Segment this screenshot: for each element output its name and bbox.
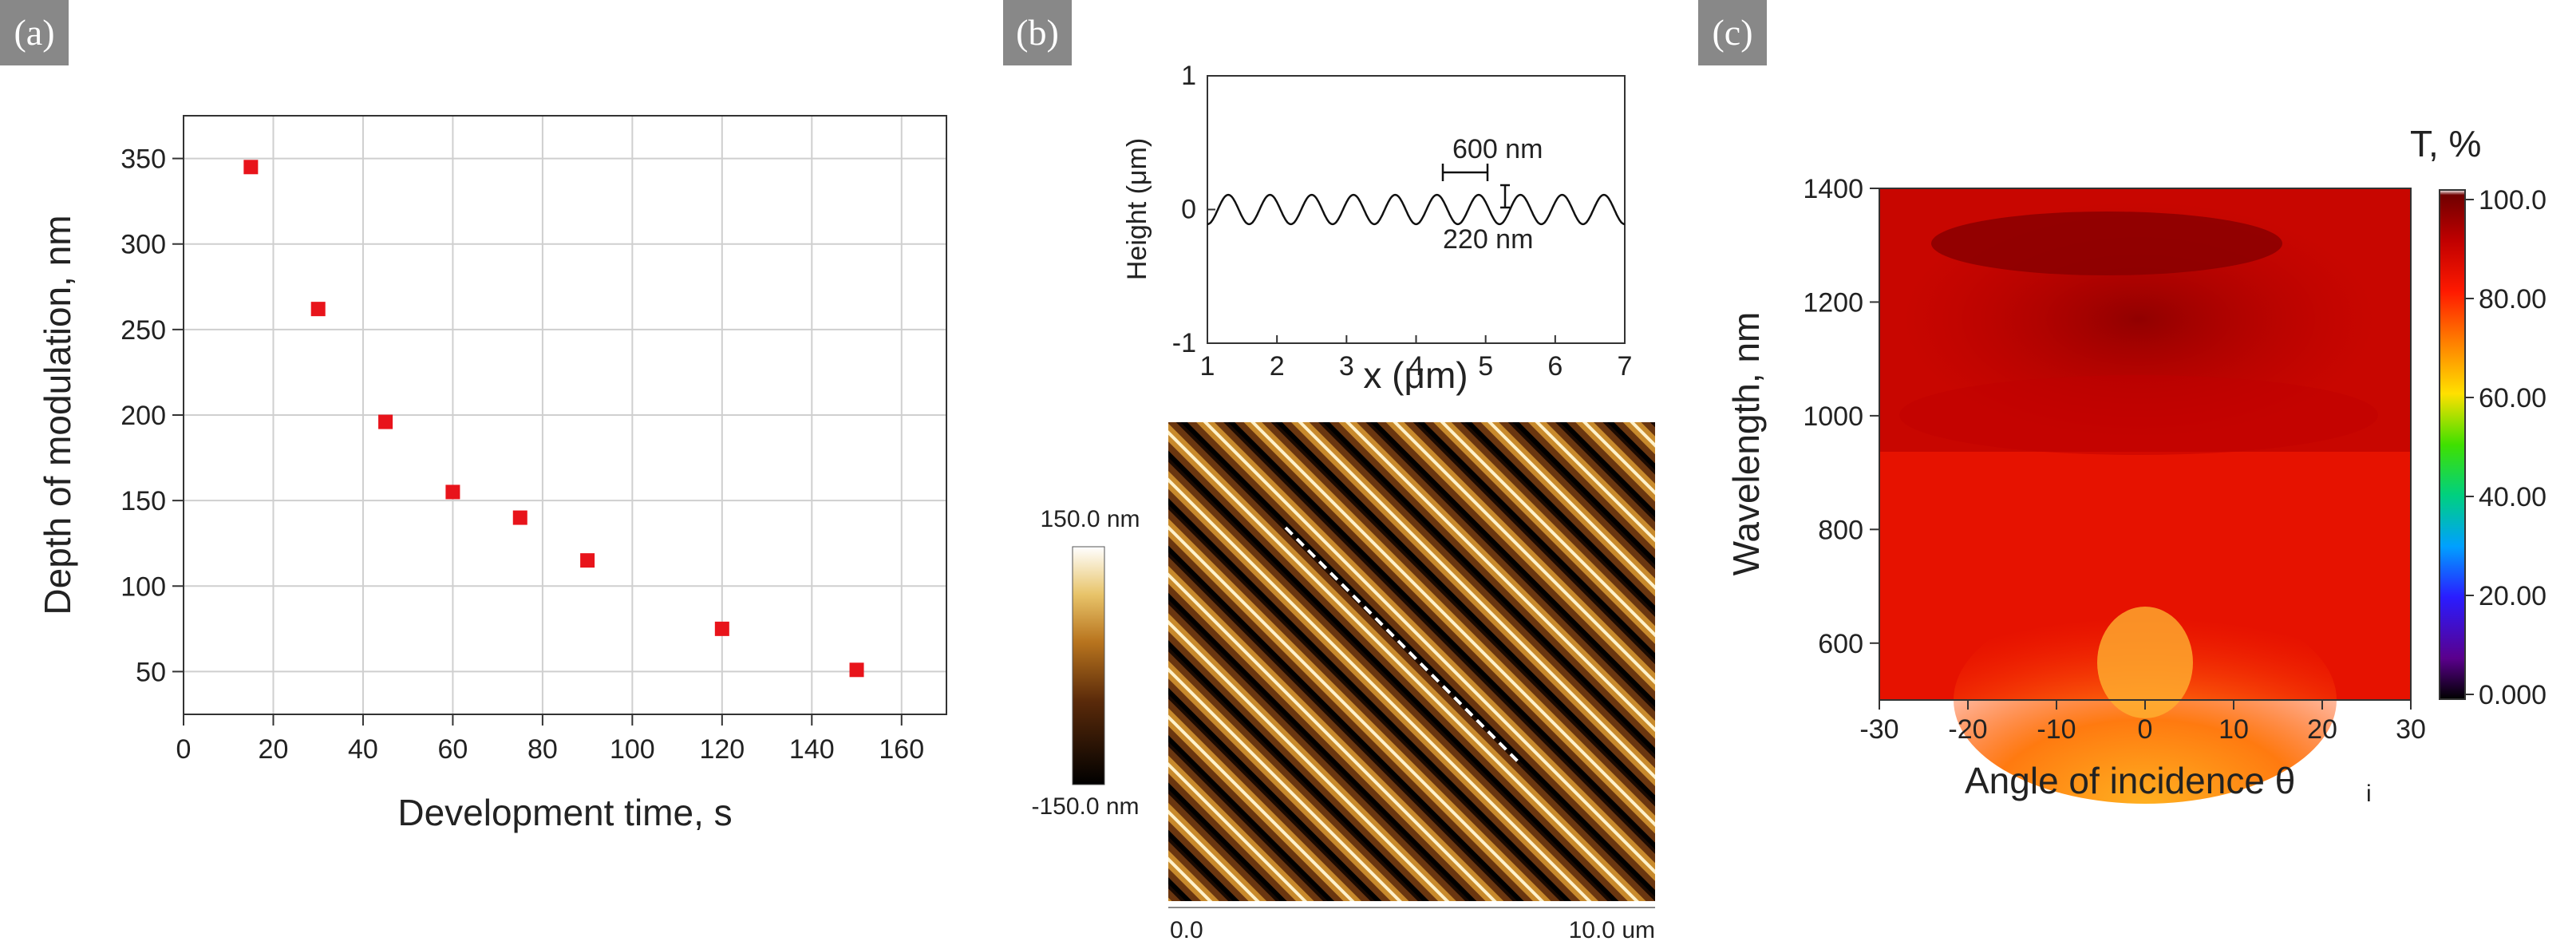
y-tick-label: 0 bbox=[1181, 195, 1196, 225]
x-tick-label: 140 bbox=[789, 734, 835, 765]
panel-a-ylabel: Depth of modulation, nm bbox=[37, 215, 78, 615]
x-tick-label: 30 bbox=[2396, 714, 2426, 745]
panel-c-xlabel: Angle of incidence θ bbox=[1965, 760, 2295, 801]
panel-b-label: (b) bbox=[1016, 12, 1059, 53]
panel-a-grid bbox=[184, 116, 946, 714]
panel-c-xlabel-sub: i bbox=[2366, 781, 2372, 807]
x-tick-label: 100 bbox=[610, 734, 655, 765]
t-colorbar-title: T, % bbox=[2410, 123, 2481, 164]
x-tick-label: -10 bbox=[2037, 714, 2076, 745]
heatmap-mid-band bbox=[1899, 375, 2378, 455]
data-point bbox=[243, 160, 259, 175]
x-tick-label: 60 bbox=[437, 734, 468, 765]
data-point bbox=[512, 510, 527, 525]
data-point bbox=[310, 302, 326, 317]
x-tick-label: 4 bbox=[1409, 351, 1424, 382]
y-tick-label: 1400 bbox=[1803, 174, 1863, 204]
panel-c-label: (c) bbox=[1712, 12, 1752, 53]
x-tick-label: 0 bbox=[2138, 714, 2153, 745]
x-tick-label: 20 bbox=[259, 734, 289, 765]
afm-scale-end: 10.0 um bbox=[1569, 917, 1655, 943]
afm-profile-line bbox=[1284, 526, 1523, 767]
panel-c-ylabel: Wavelength, nm bbox=[1725, 312, 1767, 576]
y-tick-label: 1200 bbox=[1803, 287, 1863, 318]
x-tick-label: 1 bbox=[1200, 351, 1215, 382]
y-tick-label: 600 bbox=[1818, 629, 1863, 659]
t-colorbar-ticks: 100.0 80.00 60.00 40.00 20.00 0.000 bbox=[2465, 185, 2546, 710]
transmission-heatmap bbox=[1879, 188, 2411, 804]
y-tick-label: 1 bbox=[1181, 61, 1196, 91]
data-point bbox=[580, 553, 595, 568]
height-profile-line bbox=[1207, 193, 1625, 226]
colorbar-tick-label: 60.00 bbox=[2479, 383, 2546, 413]
x-tick-label: 120 bbox=[699, 734, 745, 765]
colorbar-tick-label: 80.00 bbox=[2479, 284, 2546, 314]
heatmap-hotspot bbox=[2097, 607, 2193, 718]
y-tick-label: 800 bbox=[1818, 515, 1863, 545]
x-tick-label: -30 bbox=[1859, 714, 1898, 745]
x-tick-label: 6 bbox=[1547, 351, 1563, 382]
y-tick-label: -1 bbox=[1172, 328, 1196, 358]
y-tick-label: 50 bbox=[136, 657, 166, 687]
colorbar-tick-label: 40.00 bbox=[2479, 482, 2546, 512]
panel-b-badge bbox=[1003, 0, 1072, 65]
x-tick-label: 10 bbox=[2218, 714, 2249, 745]
heatmap-dark-stripe bbox=[1931, 212, 2282, 275]
panel-a-label: (a) bbox=[14, 12, 54, 53]
x-tick-label: -20 bbox=[1948, 714, 1987, 745]
afm-colorbar-min: -150.0 nm bbox=[1031, 793, 1139, 820]
panel-a-xlabel: Development time, s bbox=[397, 792, 732, 833]
y-tick-label: 300 bbox=[121, 230, 166, 260]
x-tick-label: 20 bbox=[2307, 714, 2337, 745]
panel-a-ticks: 0 20 40 60 80 100 120 140 160 50 100 150 200 250 300 35… bbox=[121, 144, 924, 765]
afm-scale-start: 0.0 bbox=[1170, 917, 1203, 943]
data-point bbox=[378, 414, 393, 429]
panel-b-ticks: 1 2 3 4 5 6 7 -1 0 1 bbox=[1172, 61, 1633, 382]
afm-colorbar-max: 150.0 nm bbox=[1040, 506, 1140, 532]
panel-b-ylabel: Height (μm) bbox=[1122, 138, 1152, 280]
panel-a-badge bbox=[0, 0, 69, 65]
x-tick-label: 7 bbox=[1618, 351, 1633, 382]
y-tick-label: 350 bbox=[121, 144, 166, 175]
period-annotation: 600 nm bbox=[1452, 134, 1543, 164]
y-tick-label: 250 bbox=[121, 315, 166, 346]
data-point bbox=[849, 662, 864, 678]
panel-a: (a) 0 20 40 60 80 100 120 140 160 50 100 150 200 250 3… bbox=[0, 0, 947, 833]
t-colorbar bbox=[2439, 189, 2466, 700]
panel-a-points bbox=[243, 160, 864, 678]
y-tick-label: 200 bbox=[121, 401, 166, 431]
data-point bbox=[445, 484, 460, 500]
panel-b-frame bbox=[1207, 75, 1626, 344]
data-point bbox=[714, 621, 729, 636]
colorbar-tick-label: 20.00 bbox=[2479, 581, 2546, 611]
x-tick-label: 80 bbox=[527, 734, 558, 765]
x-tick-label: 40 bbox=[348, 734, 378, 765]
panel-b-xlabel: x (μm) bbox=[1363, 354, 1468, 396]
colorbar-tick-label: 0.000 bbox=[2479, 680, 2546, 710]
x-tick-label: 5 bbox=[1478, 351, 1493, 382]
panel-c: (c) -30 -20 -10 0 10 20 30 600 800 1000 1200 1400 A… bbox=[1698, 0, 2546, 807]
y-tick-label: 100 bbox=[121, 571, 166, 602]
panel-c-ticks: -30 -20 -10 0 10 20 30 600 800 1000 1200 1400 bbox=[1803, 174, 2426, 745]
x-tick-label: 3 bbox=[1339, 351, 1354, 382]
colorbar-tick-label: 100.0 bbox=[2479, 185, 2546, 216]
x-tick-label: 2 bbox=[1270, 351, 1285, 382]
afm-colorbar bbox=[1072, 546, 1105, 785]
x-tick-label: 160 bbox=[879, 734, 924, 765]
y-tick-label: 150 bbox=[121, 486, 166, 516]
panel-b: (b) 1 2 3 4 5 6 7 -1 0 1 600 nm 220 nm x (μm) Hei… bbox=[1003, 0, 1655, 943]
x-tick-label: 0 bbox=[176, 734, 192, 765]
amplitude-annotation: 220 nm bbox=[1443, 224, 1533, 255]
y-tick-label: 1000 bbox=[1803, 401, 1863, 432]
panel-c-badge bbox=[1698, 0, 1767, 65]
afm-image bbox=[1168, 422, 1655, 901]
